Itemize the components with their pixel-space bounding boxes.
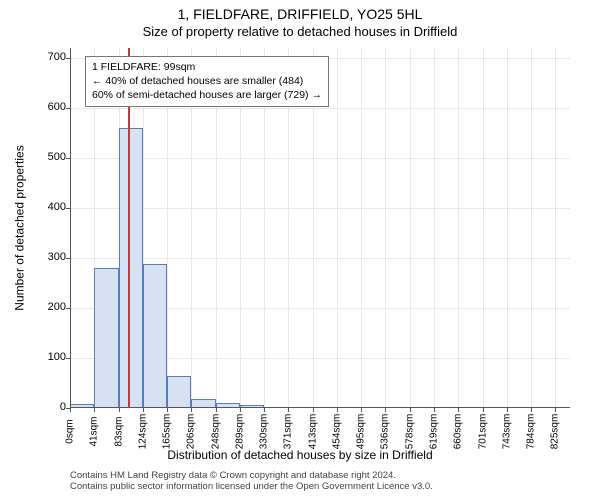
infobox-line1: 1 FIELDFARE: 99sqm [92, 60, 322, 74]
ytick-label: 0 [38, 401, 66, 413]
x-axis-label: Distribution of detached houses by size … [0, 448, 600, 462]
ytick-label: 600 [38, 101, 66, 113]
ytick-mark [66, 158, 70, 159]
ytick-mark [66, 358, 70, 359]
ytick-label: 400 [38, 201, 66, 213]
footer-line2: Contains public sector information licen… [70, 481, 433, 492]
ytick-label: 200 [38, 301, 66, 313]
title-subtitle: Size of property relative to detached ho… [0, 24, 600, 39]
y-axis-label: Number of detached properties [10, 48, 30, 408]
y-axis-label-text: Number of detached properties [13, 145, 27, 310]
title-address: 1, FIELDFARE, DRIFFIELD, YO25 5HL [0, 6, 600, 22]
ytick-mark [66, 108, 70, 109]
footer: Contains HM Land Registry data © Crown c… [70, 470, 433, 493]
ytick-mark [66, 58, 70, 59]
ytick-label: 300 [38, 251, 66, 263]
ytick-label: 100 [38, 351, 66, 363]
ytick-label: 700 [38, 51, 66, 63]
info-box: 1 FIELDFARE: 99sqm ← 40% of detached hou… [85, 56, 329, 107]
ytick-mark [66, 208, 70, 209]
infobox-line3: 60% of semi-detached houses are larger (… [92, 88, 322, 102]
footer-line1: Contains HM Land Registry data © Crown c… [70, 470, 433, 481]
ytick-mark [66, 258, 70, 259]
ytick-label: 500 [38, 151, 66, 163]
ytick-mark [66, 308, 70, 309]
infobox-line2: ← 40% of detached houses are smaller (48… [92, 74, 322, 88]
chart-container: 1, FIELDFARE, DRIFFIELD, YO25 5HL Size o… [0, 0, 600, 500]
